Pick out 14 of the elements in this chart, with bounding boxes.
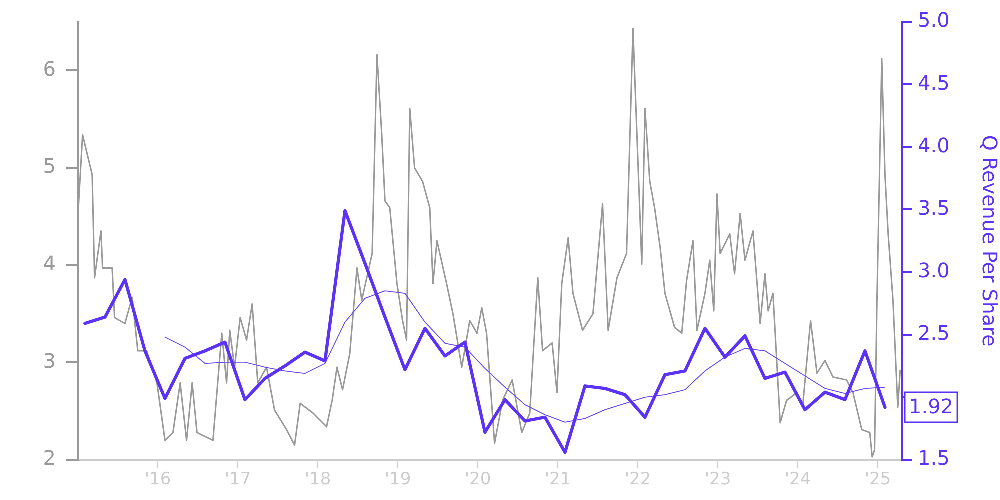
- y2-tick-label: 4.0: [918, 133, 950, 158]
- y-tick-label: 2: [43, 446, 56, 470]
- y2-tick-label: 4.5: [918, 70, 950, 95]
- y2-tick-label: 3.0: [918, 258, 950, 282]
- y-tick-label: 3: [43, 348, 56, 373]
- y2-tick-label: 1.5: [918, 446, 950, 470]
- y-tick-label: 5: [43, 154, 56, 178]
- y2-tick-label: 2.5: [918, 321, 950, 346]
- y-tick-label: 4: [43, 252, 56, 276]
- y2-tick-label: 3.5: [918, 196, 950, 220]
- text: 1.92: [909, 394, 954, 419]
- y2-tick-label: 5.0: [918, 8, 950, 32]
- y-tick-label: 6: [43, 56, 56, 81]
- y2-axis-title: Q Revenue Per Share: [978, 135, 1000, 347]
